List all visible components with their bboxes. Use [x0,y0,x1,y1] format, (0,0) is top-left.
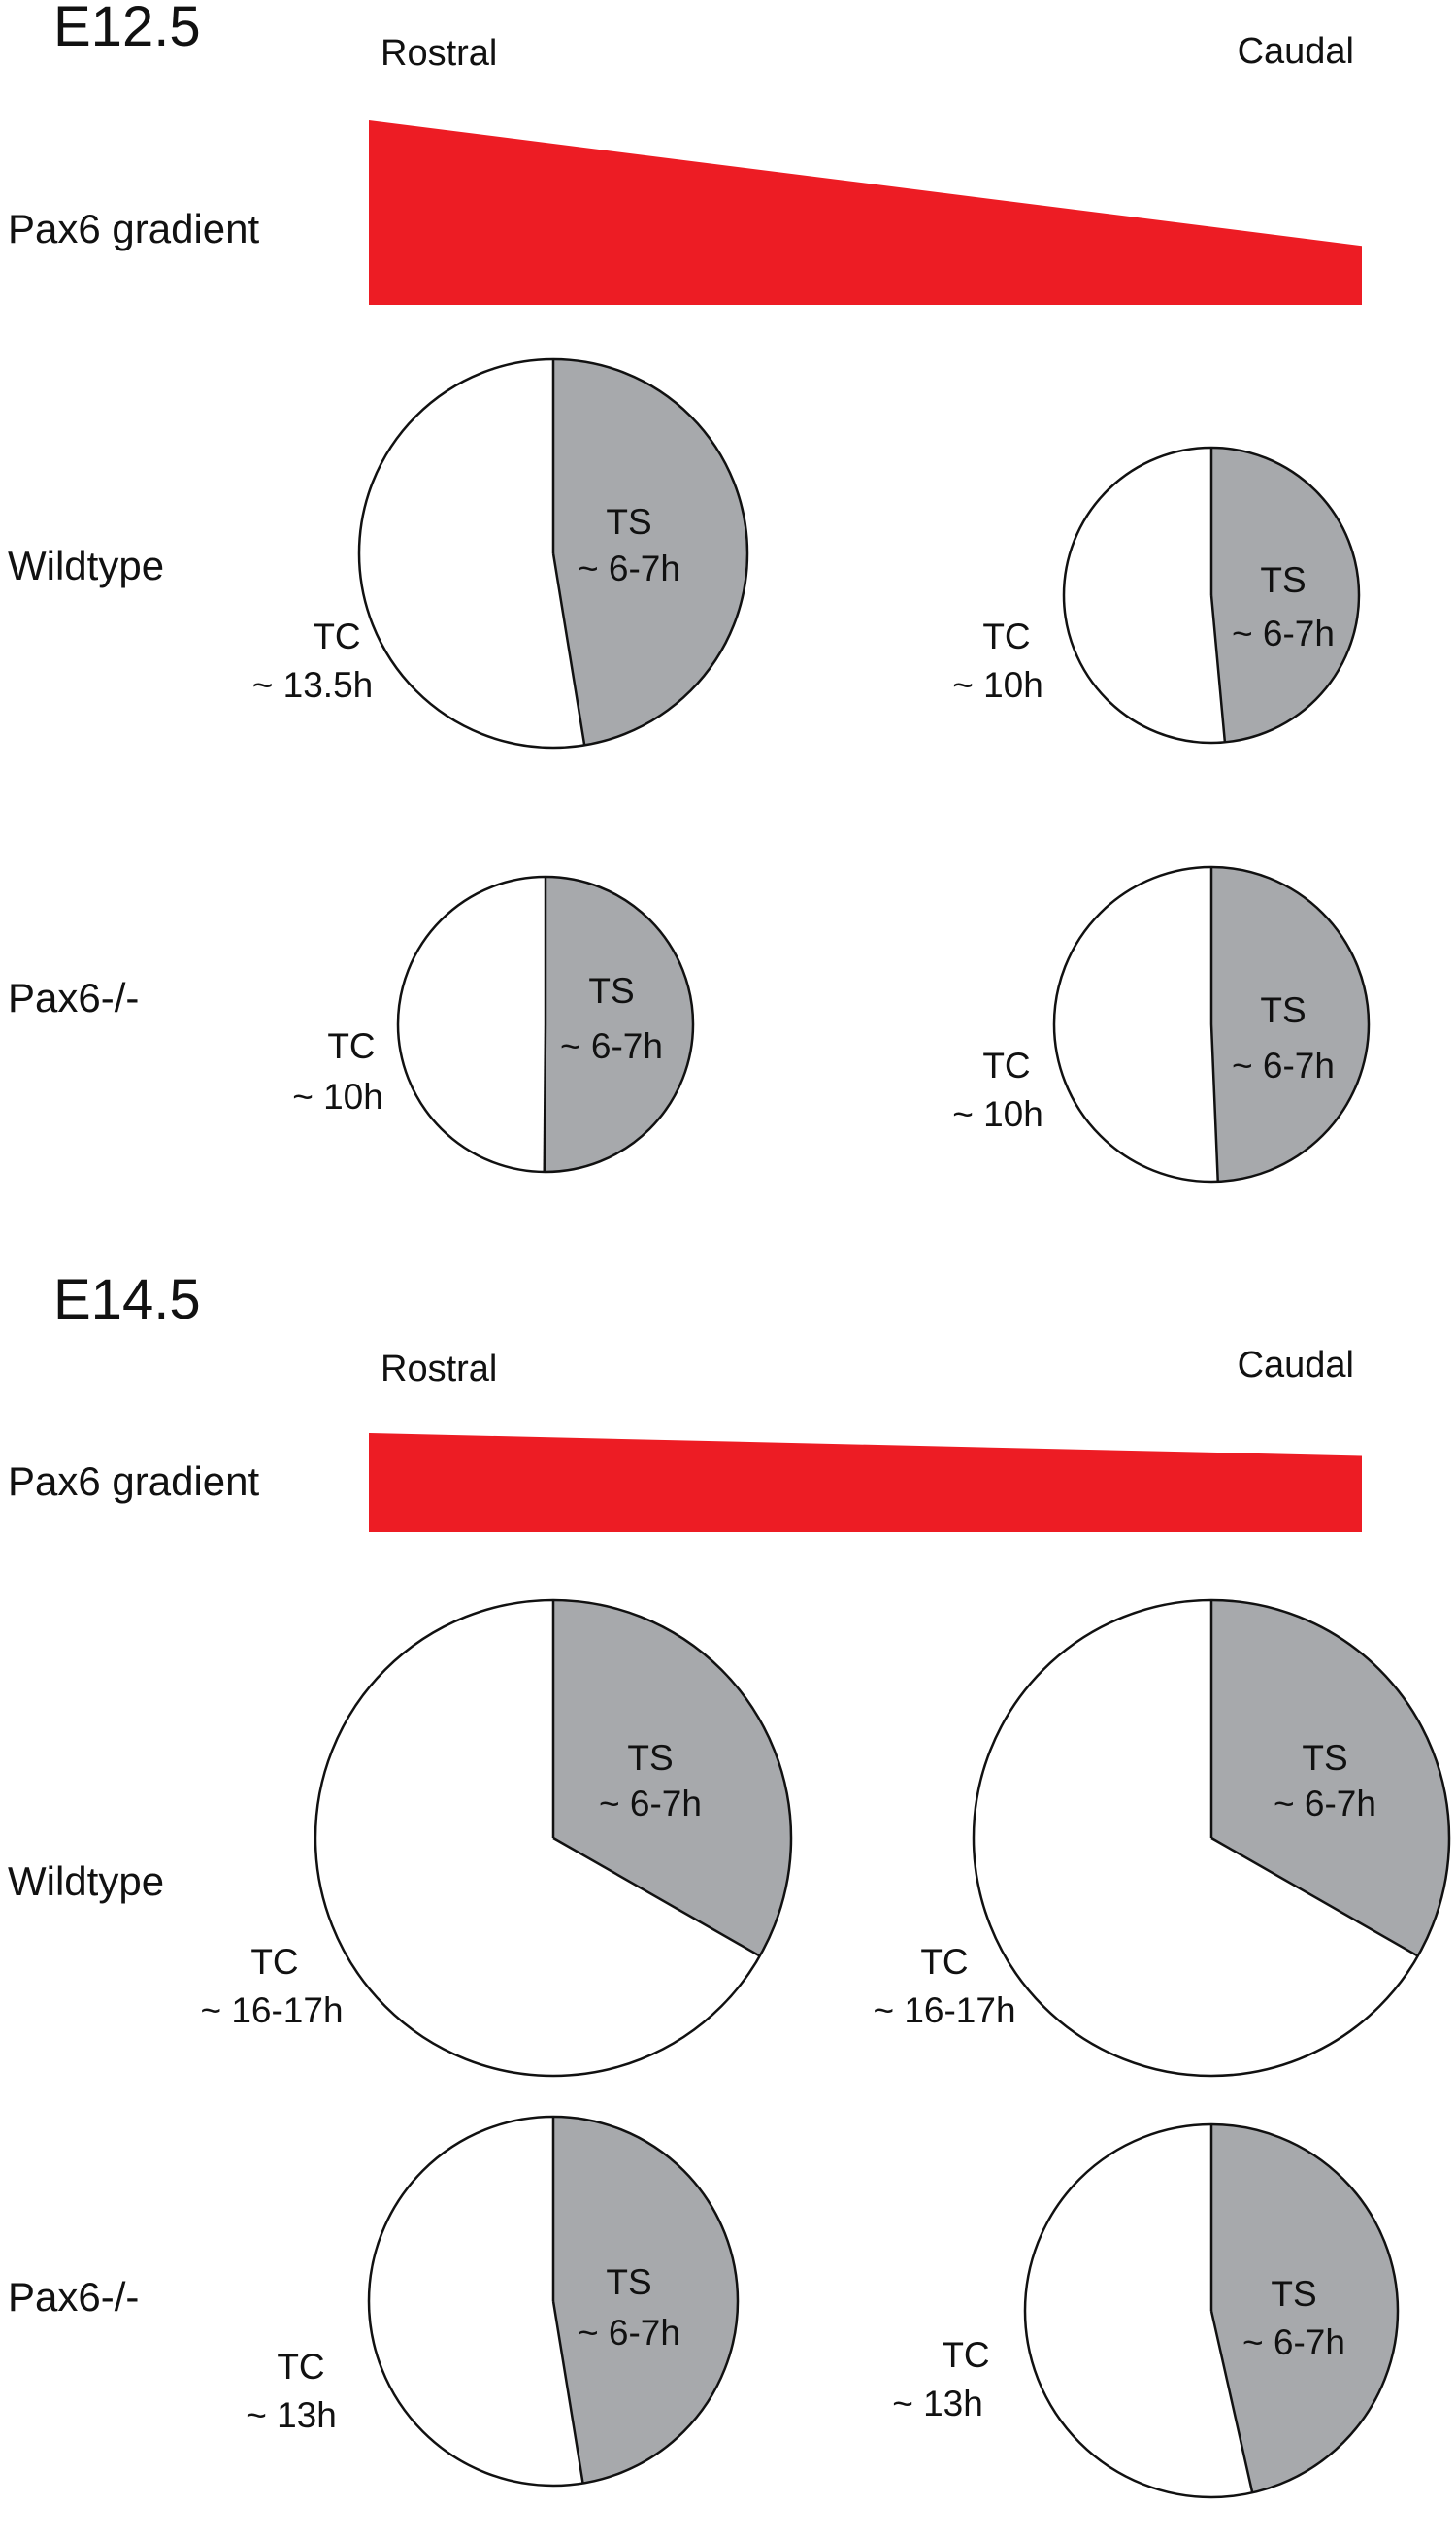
tc-value: ~ 10h [952,665,1043,705]
cell-cycle-pie-rostral: TS ~ 6-7h TC ~ 16-17h [200,1598,793,2078]
gradient-label: Pax6 gradient [8,1458,260,1504]
tc-label: TC [920,1942,968,1982]
ts-label: TS [606,2262,651,2302]
cycle-outline [972,1598,1451,2078]
ts-segment [1211,448,1359,743]
stage-title: E12.5 [53,0,201,58]
ts-label: TS [1302,1738,1347,1778]
ts-label: TS [627,1738,673,1778]
tc-label: TC [982,617,1030,656]
tc-value: ~ 13.5h [252,665,373,705]
cell-cycle-pie-caudal: TS ~ 6-7h TC ~ 16-17h [873,1598,1451,2078]
ts-value: ~ 6-7h [560,1026,663,1066]
tc-segment [1053,867,1218,1182]
cycle-outline [314,1598,793,2078]
ts-segment [544,877,693,1172]
tc-value: ~ 13h [246,2395,337,2435]
cell-cycle-pie-caudal: TS ~ 6-7h TC ~ 10h [952,446,1361,745]
tc-segment [973,1599,1418,2076]
row-label-pax6-null: Pax6-/- [8,2274,139,2320]
segment-divider [552,1836,761,1957]
tc-label: TC [942,2335,989,2375]
stage-title: E14.5 [53,1268,201,1331]
cycle-outline [357,357,749,750]
ts-segment [1211,867,1369,1182]
row-label-pax6-null: Pax6-/- [8,975,139,1020]
ts-label: TS [1260,560,1306,600]
cell-cycle-pie-caudal: TS ~ 6-7h TC ~ 10h [952,865,1371,1184]
segment-divider [551,2300,584,2484]
tc-value: ~ 10h [292,1077,383,1117]
cycle-outline [1023,2122,1400,2499]
ts-value: ~ 6-7h [1232,614,1335,653]
cycle-outline [1052,865,1371,1184]
cycle-outline [396,875,695,1174]
tc-label: TC [277,2347,324,2387]
panel-e14-5: E14.5 Rostral Caudal Pax6 gradient Wildt… [8,1268,1451,2499]
tc-segment [1063,448,1225,743]
ts-segment [553,358,748,746]
tc-segment [1025,2124,1253,2497]
cell-cycle-pie-rostral: TS ~ 6-7h TC ~ 10h [292,875,695,1174]
ts-label: TS [1271,2274,1316,2314]
cell-cycle-pie-caudal: TS ~ 6-7h TC ~ 13h [892,2122,1400,2499]
pax6-gradient-wedge [369,120,1362,305]
ts-value: ~ 6-7h [1242,2322,1345,2362]
rostral-label: Rostral [381,1349,497,1389]
row-label-wildtype: Wildtype [8,543,164,588]
segment-divider [1210,1836,1419,1957]
ts-value: ~ 6-7h [578,549,680,588]
gradient-label: Pax6 gradient [8,206,260,251]
tc-segment [314,1600,760,2076]
ts-segment [1211,1600,1449,1956]
rostral-label: Rostral [381,33,497,74]
segment-divider [1209,1023,1219,1182]
segment-divider [543,1023,547,1173]
cycle-outline [1062,446,1361,745]
segment-divider [1209,2310,1254,2493]
pax6-gradient-wedge [369,1433,1362,1532]
tc-segment [369,2117,583,2486]
ts-value: ~ 6-7h [599,1784,702,1823]
tc-segment [359,359,585,748]
tc-label: TC [250,1942,298,1982]
panel-e12-5: E12.5 Rostral Caudal Pax6 gradient Wildt… [8,0,1371,1184]
ts-segment [553,1600,791,1956]
caudal-label: Caudal [1238,31,1354,72]
tc-value: ~ 10h [952,1094,1043,1134]
cell-cycle-pie-rostral: TS ~ 6-7h TC ~ 13h [246,2115,740,2488]
tc-label: TC [982,1046,1030,1085]
ts-segment [1211,2124,1399,2493]
tc-value: ~ 16-17h [200,1990,343,2030]
tc-segment [397,877,546,1172]
segment-divider [551,552,586,746]
ts-segment [553,2117,739,2484]
tc-value: ~ 16-17h [873,1990,1015,2030]
ts-value: ~ 6-7h [578,2313,680,2353]
caudal-label: Caudal [1238,1345,1354,1386]
ts-label: TS [606,502,651,542]
tc-label: TC [313,617,360,656]
ts-value: ~ 6-7h [1274,1784,1376,1823]
cycle-outline [367,2115,740,2488]
tc-value: ~ 13h [892,2384,983,2423]
ts-label: TS [1260,990,1306,1030]
segment-divider [1209,594,1227,743]
ts-label: TS [588,971,634,1011]
row-label-wildtype: Wildtype [8,1858,164,1904]
ts-value: ~ 6-7h [1232,1046,1335,1085]
tc-label: TC [327,1026,375,1066]
cell-cycle-pie-rostral: TS ~ 6-7h TC ~ 13.5h [252,357,749,750]
